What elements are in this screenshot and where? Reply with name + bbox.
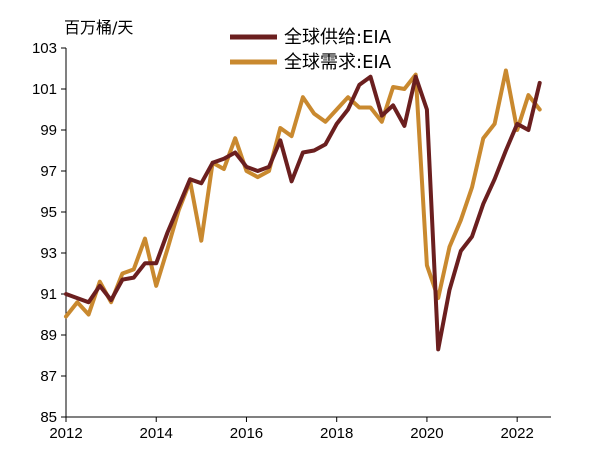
y-tick-label: 95 — [40, 204, 57, 221]
y-tick-label: 87 — [40, 368, 57, 385]
y-tick-label: 89 — [40, 327, 57, 344]
x-tick-label: 2014 — [140, 425, 173, 442]
legend-label: 全球需求:EIA — [284, 52, 392, 73]
axes: 85 87 89 91 93 95 97 99 101 103 2012 2014 2016 2018 20… — [32, 40, 551, 442]
y-tick-label: 99 — [40, 122, 57, 139]
series-line-1 — [64, 74, 542, 352]
y-tick-label: 101 — [32, 81, 57, 98]
y-tick-label: 97 — [40, 163, 57, 180]
x-tick-label: 2016 — [230, 425, 263, 442]
series-line-2 — [64, 68, 542, 319]
y-tick-label: 93 — [40, 245, 57, 262]
x-tick-label: 2018 — [320, 425, 353, 442]
y-tick-label: 103 — [32, 40, 57, 57]
legend: 全球供给:EIA 全球需求:EIA — [230, 27, 392, 73]
x-tick-label: 2012 — [49, 425, 82, 442]
y-tick-label: 85 — [40, 409, 57, 426]
series-layer — [64, 68, 542, 352]
legend-label: 全球供给:EIA — [284, 27, 392, 48]
y-unit-label: 百万桶/天 — [64, 18, 133, 37]
x-tick-label: 2020 — [410, 425, 443, 442]
x-tick-label: 2022 — [500, 425, 533, 442]
y-tick-label: 91 — [40, 286, 57, 303]
